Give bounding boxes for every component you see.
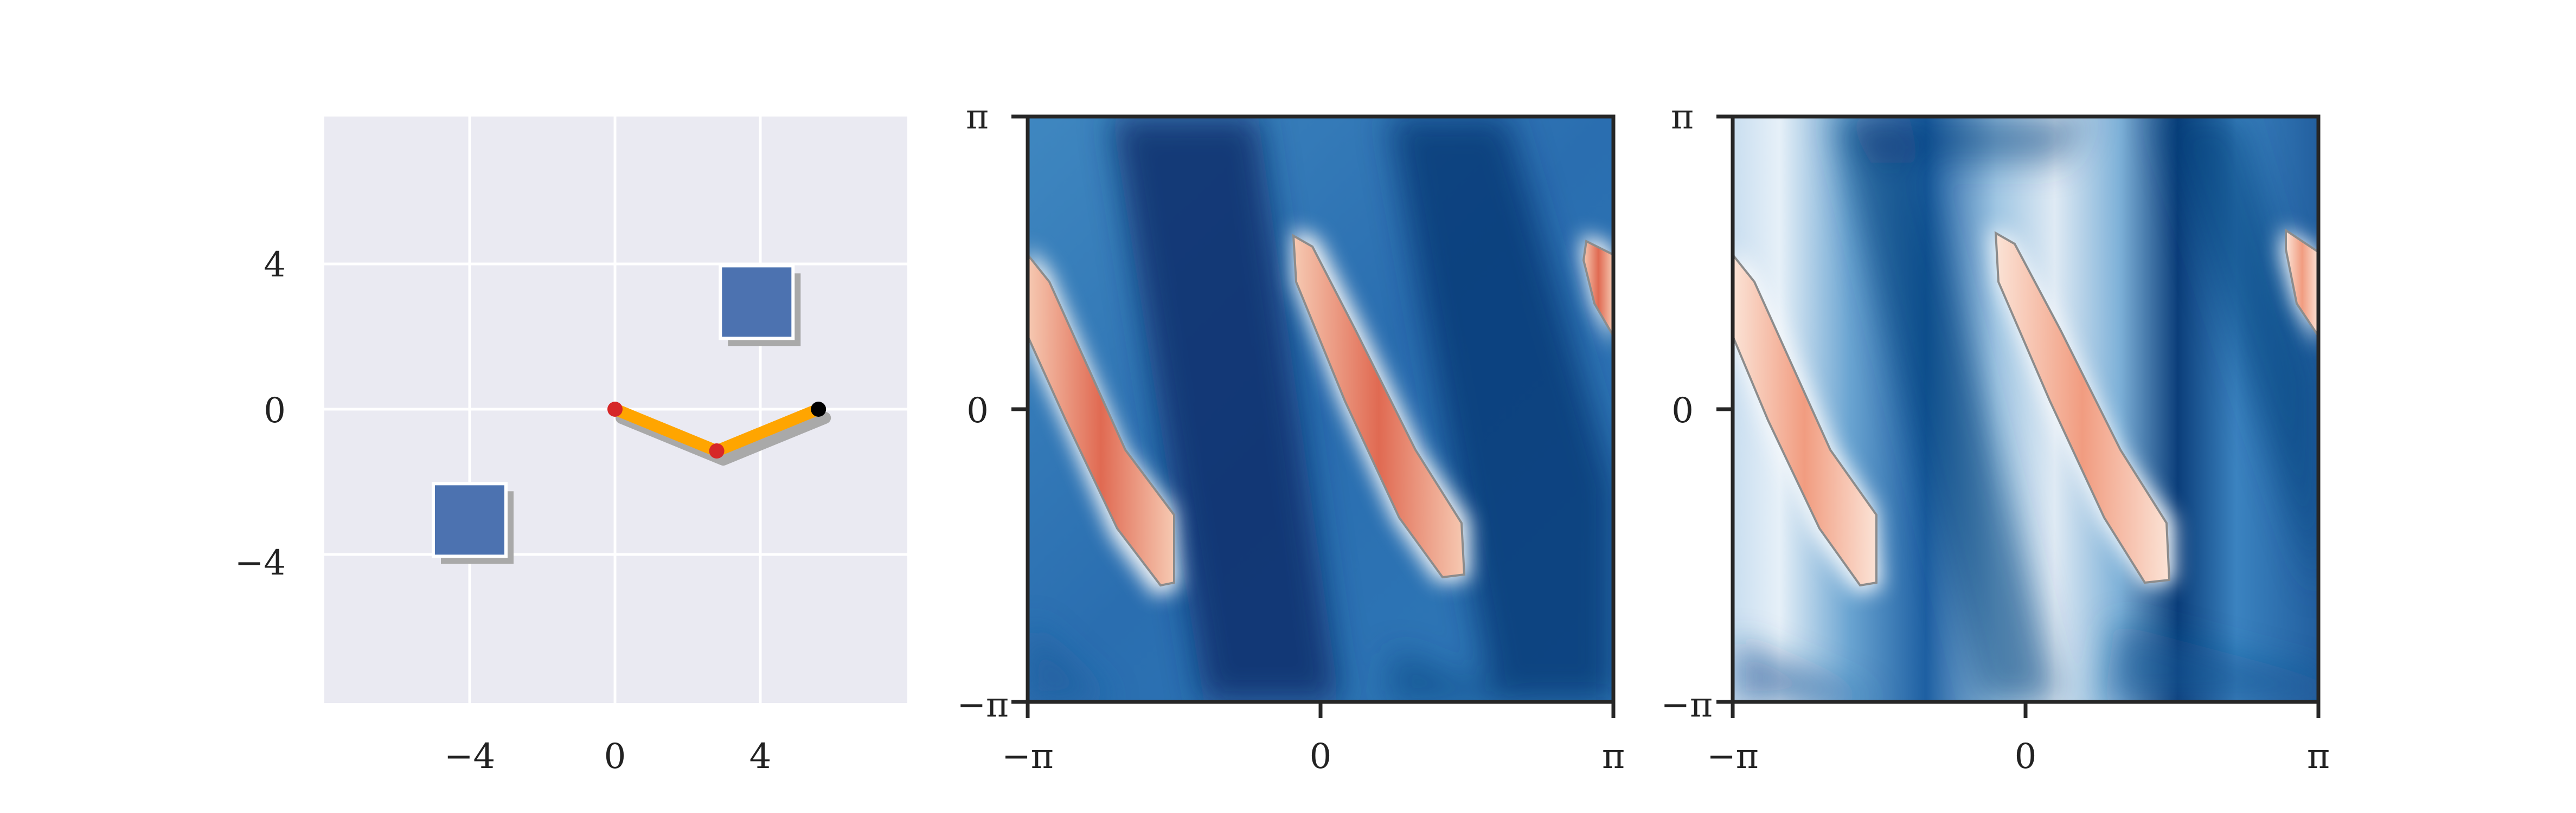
workspace-tick-labels: 4 0 −4 −4 0 4 (235, 245, 772, 777)
y-tick-label-pi: π (966, 97, 989, 137)
workspace-panel: 4 0 −4 −4 0 4 (235, 117, 907, 777)
obstacle-upper-right (719, 264, 795, 340)
obstacles (432, 264, 801, 564)
robot-arm (607, 402, 831, 466)
configuration-space-panel-1: π 0 −π −π 0 π (957, 97, 1625, 777)
heatmap-2 (1733, 117, 2318, 702)
heatmap-1 (1028, 117, 1613, 702)
y-tick-label-neg-pi: −π (1661, 685, 1713, 725)
x-tick-label-4: 4 (749, 737, 772, 777)
obstacle-lower-left (432, 482, 508, 558)
x-tick-label-neg-pi: −π (1707, 737, 1759, 777)
y-tick-label-0: 0 (264, 391, 286, 431)
x-tick-label-pi: π (2307, 737, 2330, 777)
end-effector (811, 402, 826, 417)
x-tick-label-0: 0 (604, 737, 626, 777)
y-tick-label-neg-pi: −π (957, 685, 1009, 725)
x-tick-label-pi: π (1602, 737, 1625, 777)
y-tick-label-pi: π (1671, 97, 1694, 137)
y-tick-label-4: 4 (264, 245, 286, 285)
x-tick-label-0: 0 (2015, 737, 2037, 777)
y-tick-label-0: 0 (1671, 391, 1694, 431)
configuration-space-panel-2: π 0 −π −π 0 π (1661, 97, 2330, 777)
y-tick-label-0: 0 (966, 391, 989, 431)
x-tick-label-neg-pi: −π (1002, 737, 1054, 777)
heatmap-1-ticks: π 0 −π −π 0 π (957, 97, 1625, 777)
heatmap-2-ticks: π 0 −π −π 0 π (1661, 97, 2330, 777)
joint-elbow (709, 443, 725, 459)
joint-base (607, 402, 623, 417)
y-tick-label-neg4: −4 (235, 543, 286, 583)
x-tick-label-neg4: −4 (444, 737, 495, 777)
x-tick-label-0: 0 (1310, 737, 1332, 777)
